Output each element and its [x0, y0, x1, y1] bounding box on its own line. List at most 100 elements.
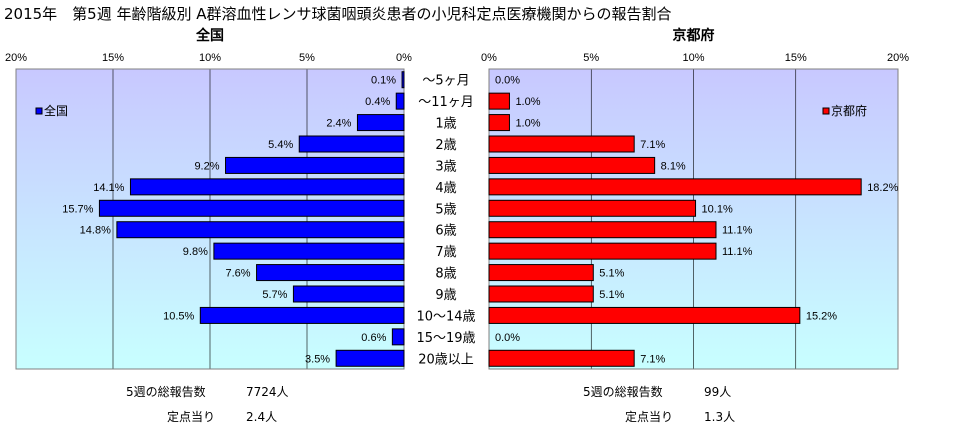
data-label: 9.2% — [194, 160, 219, 172]
bar — [356, 114, 405, 132]
bar — [488, 114, 510, 132]
category-label: ～5ヶ月 — [422, 74, 469, 89]
category-label: 9歳 — [435, 288, 456, 303]
category-label: ～11ヶ月 — [418, 95, 474, 110]
data-label: 11.1% — [722, 246, 753, 258]
category-label: 3歳 — [435, 159, 456, 174]
bar — [395, 92, 405, 110]
bar — [488, 285, 594, 303]
national-per-value: 2.4人 — [246, 410, 278, 424]
bar — [129, 178, 405, 196]
bar — [488, 92, 510, 110]
axis-tick-label: 10% — [199, 52, 221, 64]
category-label: 20歳以上 — [418, 352, 474, 367]
data-label: 7.1% — [640, 139, 665, 151]
national-total-label: 5週の総報告数 — [126, 385, 206, 399]
bar — [335, 349, 405, 367]
kyoto-chart: 0% 5% 10% 15% 20% 京都府 0.0% 1.0% 1.0% 7.1% 8.1% 18.2… — [481, 27, 909, 370]
bar — [488, 199, 697, 217]
axis-tick-label: 20% — [5, 52, 27, 64]
data-label: 2.4% — [326, 118, 351, 130]
national-total-value: 7724人 — [246, 385, 289, 399]
data-label: 14.1% — [93, 182, 124, 194]
category-label: 15～19歳 — [416, 331, 475, 346]
bar — [292, 285, 405, 303]
axis-tick-label: 10% — [682, 52, 704, 64]
data-label: 5.4% — [268, 139, 293, 151]
kyoto-per-label: 定点当り — [625, 410, 674, 424]
legend: 全国 — [35, 103, 68, 118]
data-label: 0.0% — [495, 75, 520, 87]
data-label: 10.1% — [702, 203, 733, 215]
legend-swatch — [35, 107, 43, 115]
axis-tick-label: 15% — [785, 52, 807, 64]
axis-tick-label: 5% — [299, 52, 315, 64]
data-label: 10.5% — [163, 310, 194, 322]
kyoto-per-value: 1.3人 — [704, 410, 736, 424]
category-label: 10～14歳 — [416, 309, 475, 324]
data-label: 5.7% — [262, 289, 287, 301]
legend-label: 全国 — [44, 103, 68, 118]
bar — [488, 135, 635, 153]
kyoto-total-value: 99人 — [704, 385, 732, 399]
data-label: 0.0% — [495, 332, 520, 344]
category-label: 7歳 — [435, 245, 456, 260]
bar — [488, 156, 656, 174]
data-label: 11.1% — [722, 225, 753, 237]
data-label: 7.1% — [640, 353, 665, 365]
data-label: 5.1% — [599, 268, 624, 280]
chart-title: 全国 — [195, 27, 224, 44]
page-title: 2015年 第5週 年齢階級別 A群溶血性レンサ球菌咽頭炎患者の小児科定点医療機… — [4, 5, 672, 23]
national-per-label: 定点当り — [167, 410, 216, 424]
category-label: 4歳 — [435, 181, 456, 196]
bar — [98, 199, 405, 217]
data-label: 15.2% — [806, 310, 837, 322]
axis-tick-label: 0% — [481, 52, 497, 64]
bar — [199, 306, 405, 324]
data-label: 14.8% — [80, 225, 111, 237]
category-label: 1歳 — [435, 117, 456, 132]
bar — [488, 178, 862, 196]
kyoto-total-label: 5週の総報告数 — [583, 385, 663, 399]
category-label: 2歳 — [435, 138, 456, 153]
category-label: 8歳 — [435, 267, 456, 282]
bar — [401, 71, 405, 89]
data-label: 15.7% — [62, 203, 93, 215]
data-label: 0.6% — [361, 332, 386, 344]
axis-tick-label: 0% — [396, 52, 412, 64]
bar — [116, 221, 405, 239]
plot-border — [488, 68, 899, 370]
national-chart: 20% 15% 10% 5% 0% 全国 0.1% 0.4% 2.4% 5.4% 9.2% 14.1%… — [5, 27, 412, 370]
category-label: 5歳 — [435, 202, 456, 217]
axis-tick-label: 5% — [583, 52, 599, 64]
category-label: 6歳 — [435, 224, 456, 239]
data-label: 1.0% — [515, 118, 540, 130]
data-label: 0.4% — [365, 96, 390, 108]
bar — [488, 306, 801, 324]
data-label: 0.1% — [371, 75, 396, 87]
legend-label: 京都府 — [831, 103, 867, 118]
axis-tick-label: 20% — [887, 52, 909, 64]
age-category-labels: ～5ヶ月 ～11ヶ月 1歳 2歳 3歳 4歳 5歳 6歳 7歳 8歳 9歳 10～14歳 15～19歳 2… — [416, 74, 475, 368]
bar — [391, 328, 405, 346]
bar — [225, 156, 405, 174]
bar — [213, 242, 405, 260]
legend: 京都府 — [822, 103, 867, 118]
data-label: 8.1% — [661, 160, 686, 172]
bar — [488, 221, 717, 239]
bar — [488, 242, 717, 260]
chart-title: 京都府 — [673, 27, 715, 44]
axis-tick-label: 15% — [102, 52, 124, 64]
data-label: 9.8% — [183, 246, 208, 258]
plot-border — [15, 68, 405, 370]
data-label: 7.6% — [225, 268, 250, 280]
legend-swatch — [822, 107, 830, 115]
bar — [298, 135, 405, 153]
bar — [256, 264, 405, 282]
bar — [488, 349, 635, 367]
data-label: 3.5% — [305, 353, 330, 365]
data-label: 18.2% — [867, 182, 898, 194]
data-label: 1.0% — [515, 96, 540, 108]
data-label: 5.1% — [599, 289, 624, 301]
